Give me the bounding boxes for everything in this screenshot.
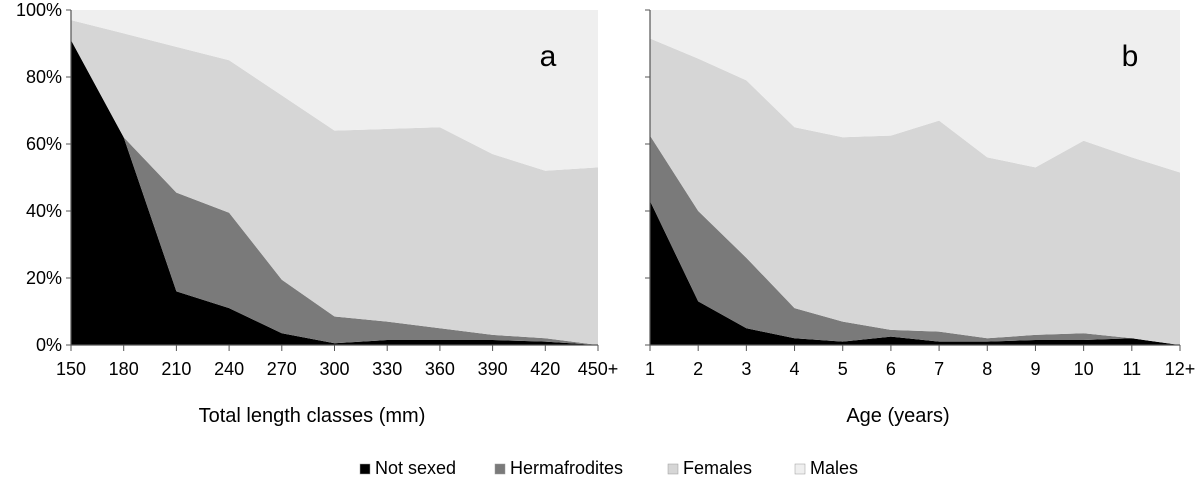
x-tick-label: 9 xyxy=(1030,359,1040,379)
x-axis-title-b: Age (years) xyxy=(846,405,949,427)
x-tick-label: 210 xyxy=(161,359,191,379)
area-not-sexed-panel-b xyxy=(650,200,1180,345)
y-tick-label: 60% xyxy=(26,134,62,154)
legend-swatch-females xyxy=(667,463,679,475)
x-tick-label: 3 xyxy=(741,359,751,379)
legend-label-females: Females xyxy=(683,458,752,478)
x-tick-label: 8 xyxy=(982,359,992,379)
x-tick-label: 6 xyxy=(886,359,896,379)
x-tick-label: 4 xyxy=(790,359,800,379)
y-tick-label: 100% xyxy=(16,0,62,20)
area-females-panel-b xyxy=(650,38,1180,345)
x-tick-label: 150 xyxy=(56,359,86,379)
area-females-panel-a xyxy=(71,20,598,345)
x-tick-label: 11 xyxy=(1122,359,1141,379)
y-tick-label: 0% xyxy=(36,335,62,355)
x-tick-label: 10 xyxy=(1074,359,1094,379)
area-not-sexed-panel-a xyxy=(71,40,598,345)
x-tick-label: 420 xyxy=(530,359,560,379)
x-tick-label: 180 xyxy=(109,359,139,379)
x-tick-label: 240 xyxy=(214,359,244,379)
legend-label-males: Males xyxy=(810,458,858,478)
x-tick-label: 270 xyxy=(267,359,297,379)
area-males-panel-b xyxy=(650,10,1180,173)
x-tick-label: 5 xyxy=(838,359,848,379)
x-axis-title-a: Total length classes (mm) xyxy=(199,405,426,427)
y-tick-label: 20% xyxy=(26,268,62,288)
y-tick-label: 40% xyxy=(26,201,62,221)
x-tick-label: 450+ xyxy=(578,359,619,379)
legend-label-not-sexed: Not sexed xyxy=(375,458,456,478)
legend-swatch-not-sexed xyxy=(359,463,371,475)
area-hermafrodites-panel-a xyxy=(71,40,598,345)
legend-swatch-hermafrodites xyxy=(494,463,506,475)
x-tick-label: 12+ xyxy=(1165,359,1196,379)
x-tick-label: 330 xyxy=(372,359,402,379)
legend-swatch-males xyxy=(794,463,806,475)
panel-label-b: b xyxy=(1122,40,1139,73)
x-tick-label: 1 xyxy=(645,359,655,379)
x-tick-label: 390 xyxy=(478,359,508,379)
x-tick-label: 2 xyxy=(693,359,703,379)
legend-label-hermafrodites: Hermafrodites xyxy=(510,458,623,478)
area-males-panel-a xyxy=(71,10,598,171)
x-tick-label: 300 xyxy=(319,359,349,379)
x-tick-label: 360 xyxy=(425,359,455,379)
panel-label-a: a xyxy=(540,40,557,73)
x-tick-label: 7 xyxy=(934,359,944,379)
y-tick-label: 80% xyxy=(26,67,62,87)
